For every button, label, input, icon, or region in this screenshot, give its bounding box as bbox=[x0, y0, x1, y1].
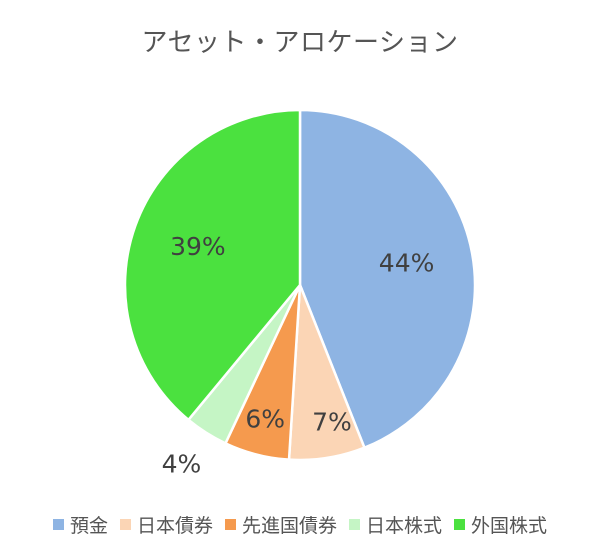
legend-swatch bbox=[52, 519, 64, 530]
legend-swatch bbox=[224, 519, 236, 530]
pie-slices bbox=[123, 108, 477, 462]
pie-slice-label-3: 6% bbox=[245, 405, 285, 434]
legend-item-4: 日本株式 bbox=[349, 511, 442, 538]
legend-label: 日本債券 bbox=[136, 515, 213, 537]
legend-item-3: 先進国債券 bbox=[224, 511, 337, 538]
legend-item-2: 日本債券 bbox=[119, 511, 213, 538]
legend: 預金 日本債券 先進国債券 日本株式 外国株式 bbox=[0, 511, 600, 538]
pie-slice-label-5: 39% bbox=[170, 232, 226, 261]
pie-slice-label-4: 4% bbox=[162, 449, 202, 478]
chart-title: アセット・アロケーション bbox=[141, 28, 459, 58]
pie-chart: 44% 7% 6% 4% 39% bbox=[123, 108, 477, 478]
legend-swatch bbox=[119, 519, 131, 530]
legend-label: 預金 bbox=[69, 515, 108, 537]
pie-labels: 44% 7% 6% 4% 39% bbox=[162, 232, 435, 478]
pie-slice-1 bbox=[298, 108, 477, 450]
legend-item-1: 預金 bbox=[52, 511, 108, 538]
legend-label: 外国株式 bbox=[471, 515, 548, 537]
legend-swatch bbox=[349, 519, 360, 530]
legend-swatch bbox=[454, 519, 466, 530]
pie-slice-label-2: 7% bbox=[312, 407, 352, 436]
legend-label: 先進国債券 bbox=[241, 515, 337, 537]
pie-slice-5 bbox=[123, 108, 302, 422]
pie-slice-label-1: 44% bbox=[379, 249, 435, 278]
legend-item-5: 外国株式 bbox=[454, 511, 547, 538]
legend-label: 日本株式 bbox=[366, 515, 443, 537]
